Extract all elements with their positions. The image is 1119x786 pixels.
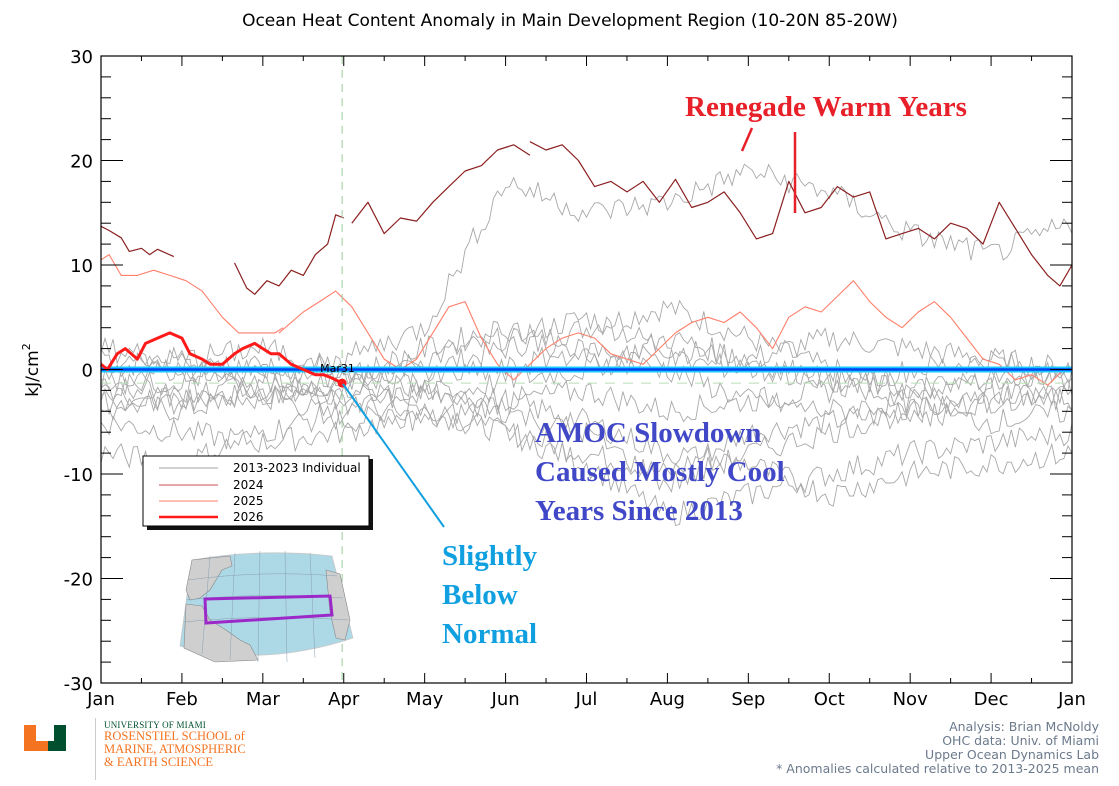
logo-school-line-1: ROSENSTIEL SCHOOL of — [104, 729, 245, 743]
individual-year-line — [100, 299, 1073, 411]
x-tick-label: Mar — [246, 689, 281, 710]
individual-year-line — [100, 163, 1073, 412]
y-tick-label: -10 — [64, 465, 93, 486]
y-axis-label: kJ/cm2 — [20, 343, 43, 397]
x-tick-label: Dec — [974, 689, 1009, 710]
region-map-inset — [179, 550, 354, 663]
below-normal-pointer — [342, 383, 445, 528]
x-tick-label: Jan — [86, 689, 115, 710]
current-date-label: Mar31 — [320, 362, 355, 375]
x-tick-label: Sep — [731, 689, 765, 710]
x-tick-label: Aug — [650, 689, 685, 710]
logo-university-name: UNIVERSITY OF MIAMI — [104, 720, 206, 730]
individual-year-line — [100, 402, 1073, 527]
below-normal-annotation-line-1: Slightly — [442, 540, 538, 572]
individual-year-line — [100, 378, 1073, 478]
series-line-2024 — [351, 144, 531, 235]
renegade-arrow-1 — [740, 127, 754, 152]
individual-year-line — [100, 311, 1073, 401]
series-2026-layer — [100, 331, 343, 385]
map-north-america — [185, 555, 233, 601]
series-line-2025 — [100, 254, 284, 334]
credit-analysis: Analysis: Brian McNoldy — [949, 719, 1099, 734]
amoc-annotation-line-3: Years Since 2013 — [535, 495, 743, 527]
series-line-2024 — [529, 141, 1073, 287]
x-tick-label: Nov — [893, 689, 928, 710]
highlight-series-lines — [100, 141, 1073, 386]
x-tick-label: Jul — [575, 689, 598, 710]
series-line-2025 — [278, 280, 1065, 386]
axis-ticks — [100, 55, 1073, 684]
below-normal-annotation-line-2: Below — [442, 579, 518, 611]
logo-text: UNIVERSITY OF MIAMI ROSENSTIEL SCHOOL of… — [104, 720, 246, 769]
map-graticule — [183, 550, 349, 663]
renegade-warm-years-annotation: Renegade Warm Years — [685, 91, 967, 123]
legend-label-2026: 2026 — [233, 510, 264, 524]
x-tick-label: Jan — [1057, 689, 1086, 710]
credits: Analysis: Brian McNoldy OHC data: Univ. … — [776, 720, 1099, 776]
logo-school-line-2: MARINE, ATMOSPHERIC — [104, 742, 246, 756]
amoc-annotation-line-2: Caused Mostly Cool — [535, 456, 785, 488]
x-tick-label: Jun — [491, 689, 520, 710]
legend-label-individual: 2013-2023 Individual — [233, 461, 361, 475]
mdr-region-box — [203, 594, 334, 625]
individual-year-line — [100, 338, 1073, 435]
chart-title: Ocean Heat Content Anomaly in Main Devel… — [242, 11, 898, 31]
y-tick-label: 20 — [70, 152, 93, 173]
x-tick-label: Apr — [328, 689, 360, 710]
y-tick-label: -20 — [64, 570, 93, 591]
legend-label-2024: 2024 — [233, 478, 264, 492]
plot-area — [100, 141, 1073, 527]
y-tick-label: 0 — [82, 361, 93, 382]
individual-years-lines — [100, 163, 1073, 527]
series-line-2024 — [233, 214, 345, 295]
logo-school-line-3: & EARTH SCIENCE — [104, 755, 213, 769]
y-tick-label: 30 — [70, 47, 93, 68]
x-tick-label: May — [406, 689, 444, 710]
series-line-2024 — [100, 225, 175, 258]
x-tick-label: Oct — [814, 689, 845, 710]
x-tick-label: Feb — [166, 689, 198, 710]
university-logo: UNIVERSITY OF MIAMI ROSENSTIEL SCHOOL of… — [24, 718, 274, 782]
credit-anomaly-note: * Anomalies calculated relative to 2013-… — [776, 761, 1099, 776]
x-axis-labels: Jan Feb Mar Apr May Jun Jul Aug Sep Oct Nov Dec Jan — [86, 689, 1086, 710]
logo-divider — [95, 718, 96, 780]
credit-data-source: OHC data: Univ. of Miami — [942, 733, 1099, 748]
below-normal-annotation-line-3: Normal — [442, 618, 537, 650]
legend: 2013-2023 Individual 2024 2025 2026 — [142, 455, 373, 530]
legend-label-2025: 2025 — [233, 494, 264, 508]
series-line-2026 — [100, 331, 343, 385]
individual-year-line — [100, 336, 1073, 493]
y-tick-label: -30 — [64, 674, 93, 695]
y-axis-labels: 30 20 10 0 -10 -20 -30 — [64, 47, 93, 695]
individual-year-line — [100, 380, 1073, 507]
map-africa — [325, 569, 351, 641]
y-tick-label: 10 — [70, 256, 93, 277]
credit-lab: Upper Ocean Dynamics Lab — [925, 747, 1099, 762]
amoc-annotation-line-1: AMOC Slowdown — [535, 417, 761, 449]
u-logo-icon — [24, 725, 66, 751]
